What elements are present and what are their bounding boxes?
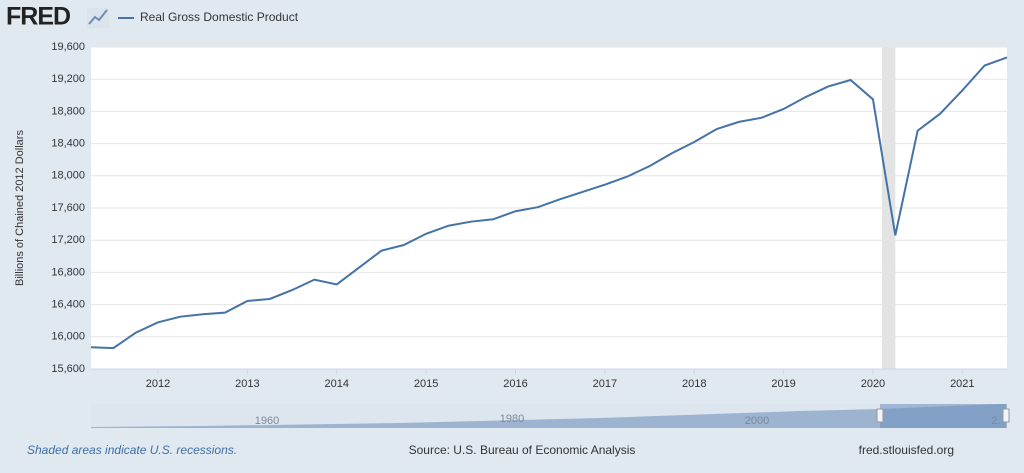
navigator-label: 2. [991, 415, 1000, 427]
y-tick-label: 18,000 [51, 170, 85, 182]
x-tick-label: 2020 [861, 378, 885, 390]
x-tick-label: 2013 [235, 378, 259, 390]
navigator-label: 1960 [255, 415, 279, 427]
x-tick-label: 2018 [682, 378, 706, 390]
x-tick-label: 2014 [325, 378, 349, 390]
navigator-label: 2000 [745, 415, 769, 427]
y-tick-label: 16,400 [51, 299, 85, 311]
y-tick-label: 17,600 [51, 202, 85, 214]
y-tick-label: 15,600 [51, 363, 85, 375]
legend-label: Real Gross Domestic Product [140, 10, 299, 24]
x-tick-label: 2019 [771, 378, 795, 390]
navigator-label: 1980 [500, 413, 524, 425]
y-tick-label: 16,000 [51, 331, 85, 343]
navigator: 1960 1980 2000 2. [91, 404, 1010, 428]
y-axis-label: Billions of Chained 2012 Dollars [14, 130, 26, 286]
x-tick-label: 2016 [503, 378, 527, 390]
logo: FRED [6, 3, 70, 31]
y-tick-label: 19,200 [51, 73, 85, 85]
recession-note: Shaded areas indicate U.S. recessions. [27, 443, 237, 457]
x-tick-label: 2015 [414, 378, 438, 390]
y-tick-label: 18,800 [51, 105, 85, 117]
source: Source: U.S. Bureau of Economic Analysis [409, 443, 636, 457]
y-tick-label: 17,200 [51, 234, 85, 246]
x-tick-label: 2012 [146, 378, 170, 390]
y-tick-label: 19,600 [51, 41, 85, 53]
site-url[interactable]: fred.stlouisfed.org [859, 443, 954, 457]
x-tick-label: 2021 [950, 378, 974, 390]
y-tick-label: 16,800 [51, 266, 85, 278]
x-tick-label: 2017 [593, 378, 617, 390]
series-line [90, 56, 1008, 350]
logo-icon [87, 8, 109, 28]
y-tick-label: 18,400 [51, 138, 85, 150]
